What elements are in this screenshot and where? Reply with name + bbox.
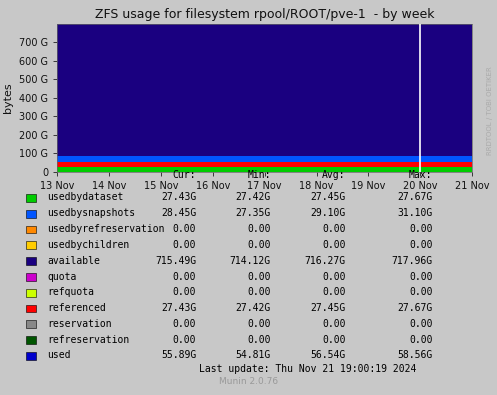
Text: 0.00: 0.00 xyxy=(409,271,432,282)
Text: 29.10G: 29.10G xyxy=(310,208,345,218)
Text: 0.00: 0.00 xyxy=(173,271,196,282)
Text: 31.10G: 31.10G xyxy=(397,208,432,218)
Text: 0.00: 0.00 xyxy=(248,240,271,250)
Text: 54.81G: 54.81G xyxy=(236,350,271,361)
Text: 27.67G: 27.67G xyxy=(397,192,432,203)
Text: 27.67G: 27.67G xyxy=(397,303,432,313)
Text: 0.00: 0.00 xyxy=(173,224,196,234)
Text: Munin 2.0.76: Munin 2.0.76 xyxy=(219,378,278,386)
Text: 27.35G: 27.35G xyxy=(236,208,271,218)
Text: used: used xyxy=(47,350,71,361)
Text: 717.96G: 717.96G xyxy=(391,256,432,266)
Text: referenced: referenced xyxy=(47,303,106,313)
Text: 27.42G: 27.42G xyxy=(236,192,271,203)
Text: 0.00: 0.00 xyxy=(322,271,345,282)
Text: refquota: refquota xyxy=(47,287,94,297)
Text: 0.00: 0.00 xyxy=(173,319,196,329)
Text: 714.12G: 714.12G xyxy=(230,256,271,266)
Text: RRDTOOL / TOBI OETIKER: RRDTOOL / TOBI OETIKER xyxy=(487,66,493,155)
Text: usedbysnapshots: usedbysnapshots xyxy=(47,208,135,218)
Text: 28.45G: 28.45G xyxy=(161,208,196,218)
Text: 0.00: 0.00 xyxy=(322,240,345,250)
Text: 27.43G: 27.43G xyxy=(161,192,196,203)
Text: usedbyrefreservation: usedbyrefreservation xyxy=(47,224,165,234)
Text: 0.00: 0.00 xyxy=(248,271,271,282)
Text: 58.56G: 58.56G xyxy=(397,350,432,361)
Text: Min:: Min: xyxy=(248,170,271,180)
Text: 0.00: 0.00 xyxy=(322,335,345,345)
Text: 0.00: 0.00 xyxy=(409,287,432,297)
Text: 0.00: 0.00 xyxy=(409,319,432,329)
Text: Max:: Max: xyxy=(409,170,432,180)
Text: 56.54G: 56.54G xyxy=(310,350,345,361)
Text: 0.00: 0.00 xyxy=(248,287,271,297)
Text: 0.00: 0.00 xyxy=(173,287,196,297)
Text: 0.00: 0.00 xyxy=(322,287,345,297)
Text: 0.00: 0.00 xyxy=(248,319,271,329)
Title: ZFS usage for filesystem rpool/ROOT/pve-1  - by week: ZFS usage for filesystem rpool/ROOT/pve-… xyxy=(95,8,434,21)
Text: 27.42G: 27.42G xyxy=(236,303,271,313)
Text: 0.00: 0.00 xyxy=(322,319,345,329)
Text: 0.00: 0.00 xyxy=(322,224,345,234)
Text: 715.49G: 715.49G xyxy=(155,256,196,266)
Text: 55.89G: 55.89G xyxy=(161,350,196,361)
Text: 27.45G: 27.45G xyxy=(310,192,345,203)
Text: 0.00: 0.00 xyxy=(409,240,432,250)
Text: Avg:: Avg: xyxy=(322,170,345,180)
Text: 0.00: 0.00 xyxy=(248,224,271,234)
Text: available: available xyxy=(47,256,100,266)
Text: usedbydataset: usedbydataset xyxy=(47,192,124,203)
Text: 0.00: 0.00 xyxy=(409,335,432,345)
Text: 27.45G: 27.45G xyxy=(310,303,345,313)
Text: 27.43G: 27.43G xyxy=(161,303,196,313)
Text: 0.00: 0.00 xyxy=(409,224,432,234)
Text: Last update: Thu Nov 21 19:00:19 2024: Last update: Thu Nov 21 19:00:19 2024 xyxy=(199,364,417,374)
Text: 0.00: 0.00 xyxy=(248,335,271,345)
Text: 0.00: 0.00 xyxy=(173,240,196,250)
Text: Cur:: Cur: xyxy=(173,170,196,180)
Text: reservation: reservation xyxy=(47,319,112,329)
Text: 716.27G: 716.27G xyxy=(304,256,345,266)
Text: refreservation: refreservation xyxy=(47,335,129,345)
Text: quota: quota xyxy=(47,271,77,282)
Text: 0.00: 0.00 xyxy=(173,335,196,345)
Y-axis label: bytes: bytes xyxy=(3,83,13,113)
Text: usedbychildren: usedbychildren xyxy=(47,240,129,250)
